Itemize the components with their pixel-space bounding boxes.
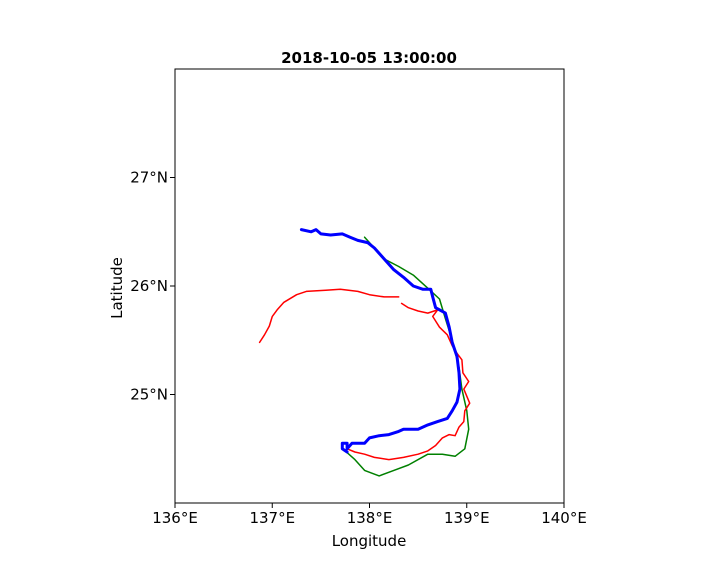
y-axis-label: Latitude xyxy=(108,257,126,319)
y-axis-ticks: 25°N 26°N 27°N xyxy=(130,169,175,404)
x-axis-ticks: 136°E 137°E 138°E 139°E 140°E xyxy=(152,503,587,527)
y-tick-label-1: 26°N xyxy=(130,277,168,295)
series-layer xyxy=(258,228,471,477)
series-line-3 xyxy=(299,228,462,454)
x-tick-label-2: 138°E xyxy=(347,509,393,527)
x-tick-label-3: 139°E xyxy=(444,509,490,527)
x-tick-label-1: 137°E xyxy=(249,509,295,527)
x-tick-label-4: 140°E xyxy=(541,509,587,527)
chart-title: 2018-10-05 13:00:00 xyxy=(281,49,457,67)
series-line-0 xyxy=(344,236,470,477)
y-tick-label-2: 27°N xyxy=(130,169,168,187)
x-axis-label: Longitude xyxy=(332,532,407,550)
series-line-2 xyxy=(346,302,471,461)
series-line-1 xyxy=(258,288,400,344)
x-tick-label-0: 136°E xyxy=(152,509,198,527)
y-tick-label-0: 25°N xyxy=(130,386,168,404)
